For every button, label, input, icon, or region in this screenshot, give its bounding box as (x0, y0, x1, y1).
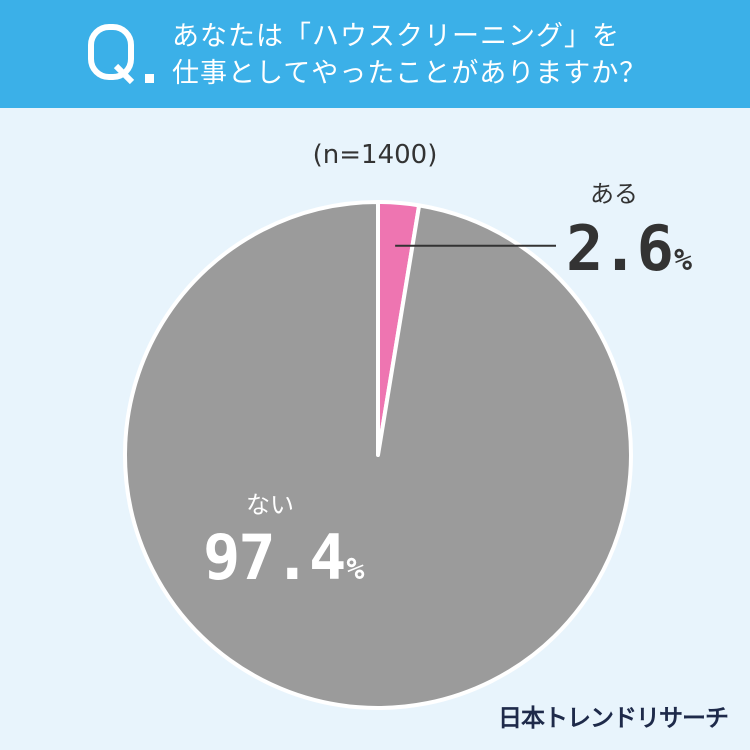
question-title-line2: 仕事としてやったことがありますか？ (172, 58, 648, 89)
question-header: Q あなたは「ハウスクリーニング」を 仕事としてやったことがありますか？ (0, 0, 750, 108)
slice-label-yes-name: ある (590, 180, 638, 208)
pie-slice-no (123, 200, 633, 710)
slice-label-yes-value: 2.6% (566, 212, 692, 285)
slice-unit-no: % (346, 552, 365, 587)
q-dot (145, 74, 154, 83)
q-icon: Q (88, 24, 135, 85)
slice-unit-yes: % (673, 243, 693, 278)
brand-logo: 日本トレンドリサーチ (498, 704, 729, 732)
slice-value-yes: 2.6 (566, 212, 674, 285)
question-title: あなたは「ハウスクリーニング」を 仕事としてやったことがありますか？ (172, 18, 647, 92)
slice-label-no-value: 97.4% (203, 521, 364, 594)
sample-size-label: (n=1400) (312, 140, 438, 170)
question-title-line1: あなたは「ハウスクリーニング」を (172, 21, 620, 52)
slice-value-no: 97.4 (203, 521, 346, 594)
slice-label-no-name: ない (246, 491, 294, 519)
